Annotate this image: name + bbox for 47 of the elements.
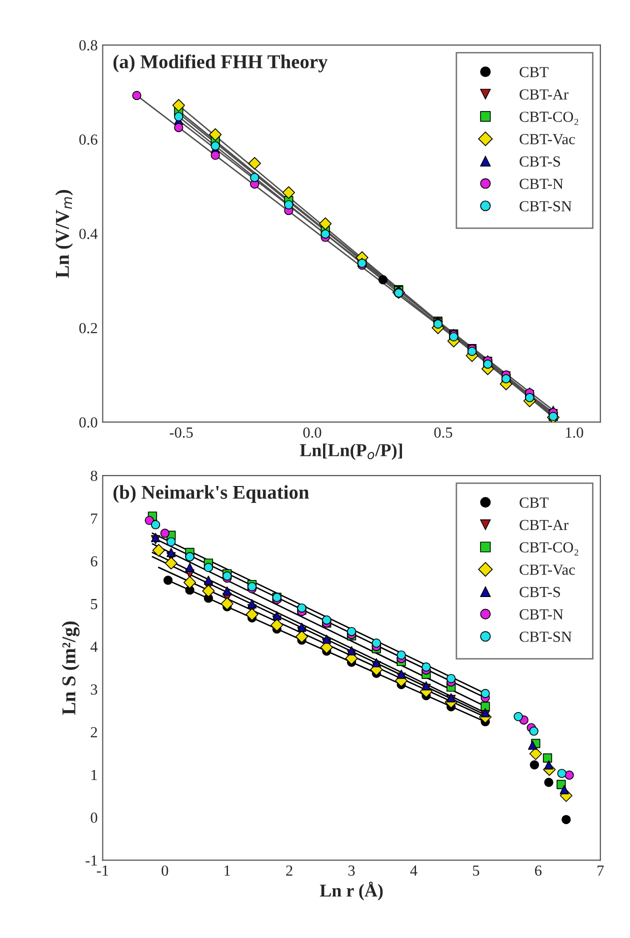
- legend-label: CBT: [520, 66, 549, 78]
- y-tick-label: 5: [91, 599, 98, 610]
- x-tick-label: 3: [348, 865, 355, 876]
- y-tick-label: 0.2: [79, 322, 97, 334]
- legend-label: CBT-Vac: [520, 564, 575, 575]
- legend-label: CBT-Ar: [520, 89, 568, 100]
- x-tick-label: 0.0: [303, 427, 322, 438]
- legend-label: CBT-CO₂: [520, 542, 578, 556]
- legend-label: CBT-N: [520, 178, 564, 190]
- y-tick-label: 3: [90, 684, 98, 695]
- legend-label: CBT-N: [520, 609, 564, 620]
- x-tick-label: 2: [286, 865, 292, 876]
- x-tick-label: 0.5: [434, 427, 452, 438]
- legend-label: CBT-S: [520, 156, 560, 167]
- legend-label: CBT-Vac: [520, 134, 575, 144]
- y-tick-label: 6: [90, 556, 98, 566]
- x-tick-label: 4: [410, 866, 418, 876]
- y-tick-label: 0.0: [79, 417, 98, 428]
- annotation: (a) Modified FHH Theory: [114, 54, 328, 72]
- y-tick-label: 0.8: [79, 40, 98, 51]
- legend-label: CBT-Ar: [520, 520, 568, 530]
- annotation: (b) Neimark's Equation: [114, 485, 309, 503]
- x-tick-label: 1.0: [566, 427, 584, 438]
- y-tick-label: 0.4: [79, 228, 98, 240]
- y-tick-label: 1: [92, 770, 97, 780]
- x-axis-title: Ln r (Å): [320, 882, 383, 900]
- y-axis-title: Ln S (m²/g): [62, 622, 80, 715]
- y-axis-title: Ln (V/V$_{m}$): [55, 190, 73, 278]
- x-tick-label: 1: [224, 866, 230, 876]
- legend-label: CBT-S: [520, 586, 560, 598]
- x-tick-label: 5: [473, 866, 480, 876]
- y-tick-label: 7: [91, 514, 98, 524]
- y-tick-label: 4: [90, 642, 98, 652]
- y-tick-label: 0: [90, 812, 98, 823]
- legend-label: CBT-CO₂: [520, 112, 578, 125]
- x-tick-label: -0.5: [170, 427, 193, 438]
- y-tick-label: 8: [90, 470, 98, 482]
- y-tick-label: 0.6: [79, 134, 98, 145]
- legend-label: CBT-SN: [520, 201, 572, 212]
- legend-label: CBT: [520, 498, 549, 508]
- y-tick-label: -1: [86, 855, 97, 866]
- x-tick-label: 6: [535, 865, 542, 876]
- y-tick-label: 2: [90, 727, 97, 738]
- x-tick-label: 0: [162, 865, 168, 876]
- legend-label: CBT-SN: [520, 632, 572, 642]
- x-axis-title: Ln[Ln(P$_{o}$/P)]: [300, 444, 402, 460]
- x-tick-label: 7: [598, 866, 604, 876]
